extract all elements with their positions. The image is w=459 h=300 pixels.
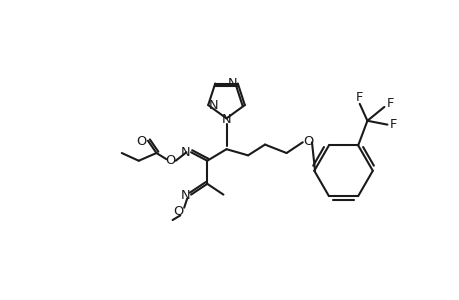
- Text: F: F: [389, 118, 397, 131]
- Text: O: O: [173, 205, 184, 218]
- Text: N: N: [180, 189, 190, 202]
- Text: N: N: [180, 146, 190, 159]
- Text: N: N: [221, 113, 231, 126]
- Text: O: O: [136, 135, 146, 148]
- Text: F: F: [355, 91, 363, 104]
- Text: F: F: [386, 97, 393, 110]
- Text: N: N: [227, 77, 237, 90]
- Text: O: O: [165, 154, 175, 167]
- Text: N: N: [208, 99, 218, 112]
- Text: O: O: [302, 135, 313, 148]
